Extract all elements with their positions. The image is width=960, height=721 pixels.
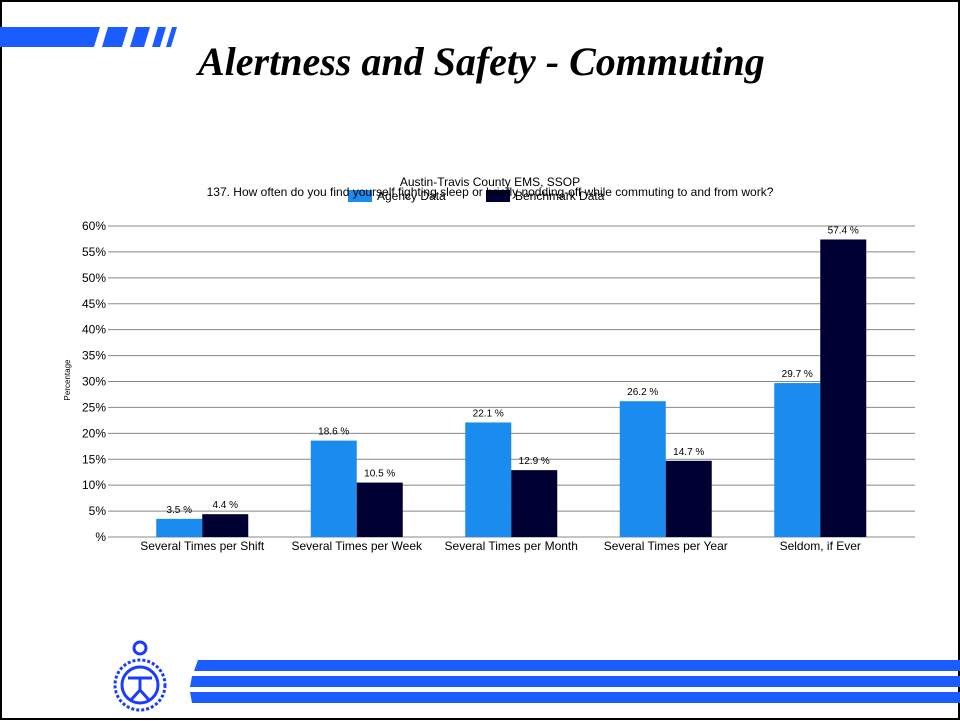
bar [774,383,821,537]
x-tick-label: Several Times per Shift [140,539,265,553]
footer-decoration [190,660,960,703]
y-tick-label: 60% [82,219,106,233]
x-tick-label: Several Times per Month [444,539,578,553]
y-tick-label: % [95,530,106,544]
y-tick-label: 5% [89,504,107,518]
legend-label: Benchmark Data [515,189,605,203]
y-tick-label: 10% [82,478,106,492]
bar [665,460,712,537]
y-tick-label: 35% [82,349,106,363]
y-axis-label: Percentage [63,359,72,400]
bar [619,401,666,537]
y-tick-label: 45% [82,297,106,311]
chart-subtitle: 137. How often do you find yourself figh… [206,185,774,199]
bar [465,422,512,537]
x-tick-label: Several Times per Week [291,539,423,553]
bar [511,470,558,537]
slide-title: Alertness and Safety - Commuting [195,39,765,84]
y-tick-label: 30% [82,375,106,389]
value-label: 22.1 % [473,408,504,419]
y-tick-label: 15% [82,452,106,466]
legend-swatch [486,190,510,202]
value-label: 18.6 % [318,427,349,438]
value-label: 3.5 % [166,505,192,516]
value-label: 14.7 % [673,447,704,458]
y-tick-label: 20% [82,426,106,440]
y-tick-label: 25% [82,400,106,414]
x-tick-label: Several Times per Year [603,539,728,553]
value-label: 29.7 % [782,369,813,380]
logo [113,640,167,712]
bar [310,440,357,537]
bar [356,482,403,537]
title-decoration [0,27,177,47]
value-label: 4.4 % [212,500,238,511]
y-tick-label: 50% [82,271,106,285]
bar [156,518,203,537]
value-label: 10.5 % [364,469,395,480]
y-tick-label: 40% [82,323,106,337]
value-label: 26.2 % [627,387,658,398]
x-tick-label: Seldom, if Ever [779,539,861,553]
chart-title: Austin-Travis County EMS, SSOP [400,175,580,189]
bar [202,514,249,537]
y-tick-label: 55% [82,245,106,259]
value-label: 57.4 % [828,225,859,236]
bar [820,239,867,537]
legend-swatch [348,190,372,202]
value-label: 12.9 % [519,456,550,467]
legend-label: Agency Data [377,189,446,203]
